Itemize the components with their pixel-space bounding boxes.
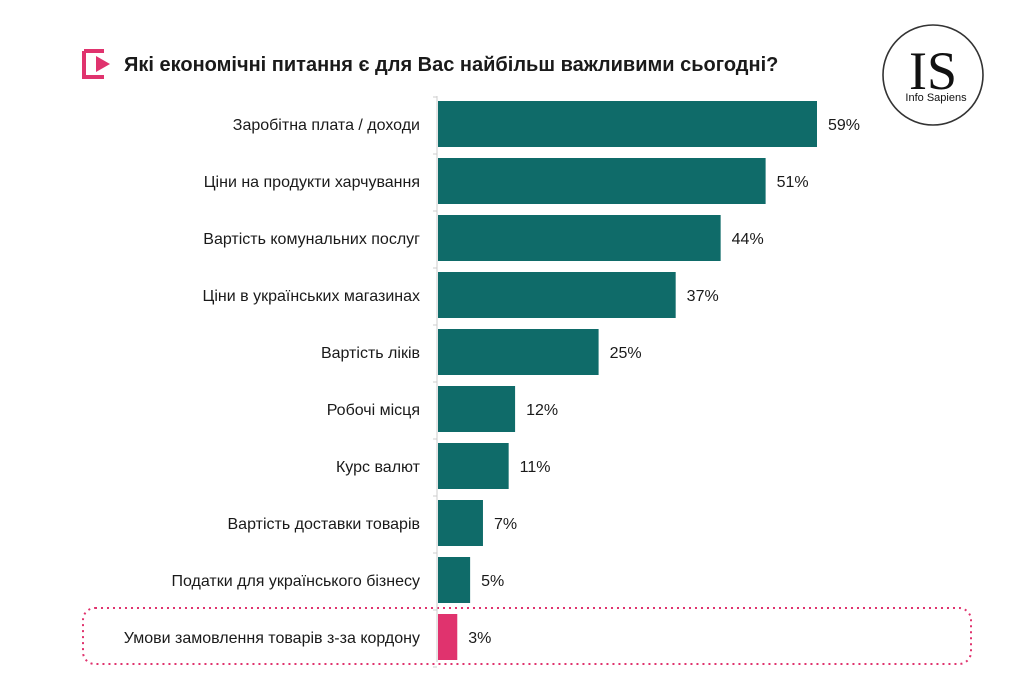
category-label: Вартість ліків (321, 345, 420, 362)
bar (438, 101, 817, 147)
category-label: Курс валют (336, 459, 421, 476)
value-label: 44% (732, 231, 764, 248)
bar (438, 158, 766, 204)
info-sapiens-logo: IS Info Sapiens (882, 24, 984, 126)
axis-ticks (433, 96, 437, 668)
bar (438, 443, 509, 489)
bars-group (438, 101, 817, 660)
bar (438, 329, 599, 375)
bar (438, 386, 516, 432)
category-label: Ціни в українських магазинах (203, 288, 420, 305)
category-label: Заробітна плата / доходи (233, 117, 420, 134)
bar (438, 215, 721, 261)
category-label: Вартість комунальних послуг (203, 231, 420, 248)
value-label: 7% (494, 516, 517, 533)
category-label: Робочі місця (327, 402, 420, 419)
value-label: 51% (777, 174, 809, 191)
category-label: Податки для українського бізнесу (171, 573, 420, 590)
bar (438, 557, 471, 603)
value-labels: 59% 51% 44% 37% 25% 12% 11% 7% 5% 3% (468, 117, 860, 647)
value-label: 5% (481, 573, 504, 590)
category-labels: Заробітна плата / доходи Ціни на продукти… (124, 117, 421, 647)
category-label: Вартість доставки товарів (228, 516, 421, 533)
bar (438, 272, 676, 318)
chart-title: Які економічні питання є для Вас найбіль… (124, 54, 778, 76)
value-label: 25% (610, 345, 642, 362)
logo-mark: IS (909, 41, 957, 101)
highlight-frame (82, 607, 972, 665)
logo-name: Info Sapiens (905, 92, 967, 104)
category-label: Ціни на продукти харчування (204, 174, 420, 191)
value-label: 37% (687, 288, 719, 305)
value-label: 11% (520, 459, 551, 476)
category-label: Умови замовлення товарів з-за кордону (124, 630, 420, 647)
bar (438, 614, 458, 660)
value-label: 3% (468, 630, 491, 647)
bar (438, 500, 483, 546)
value-label: 59% (828, 117, 860, 134)
value-label: 12% (526, 402, 558, 419)
arrow-bracket-icon (82, 49, 110, 79)
